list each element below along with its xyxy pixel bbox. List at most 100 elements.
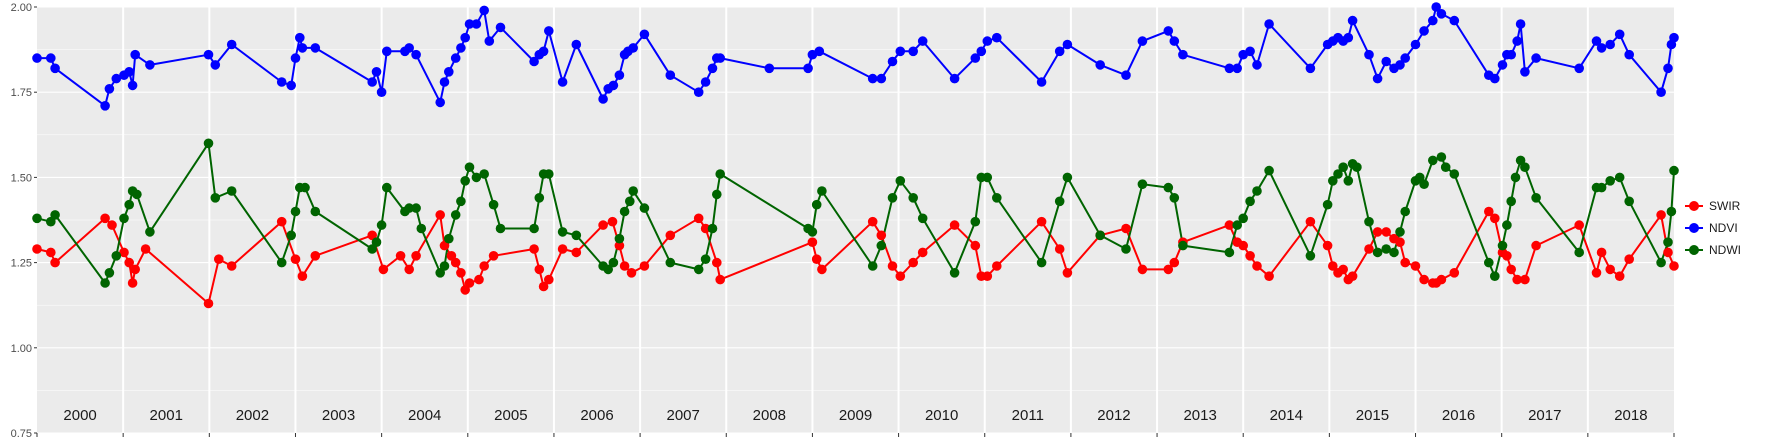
data-point-ndwi [1364, 216, 1374, 227]
data-point-ndvi [100, 101, 110, 111]
data-point-ndvi [1163, 26, 1174, 36]
data-point-ndvi [295, 32, 305, 43]
data-point-swir [1364, 244, 1374, 254]
data-point-ndwi [210, 193, 221, 203]
data-point-ndwi [132, 189, 142, 200]
data-point-ndvi [471, 19, 482, 29]
data-point-swir [411, 251, 421, 261]
legend-label: NDWI [1709, 243, 1741, 257]
data-point-ndvi [970, 53, 981, 63]
data-point-ndwi [376, 220, 387, 230]
data-point-swir [290, 254, 301, 264]
data-point-ndwi [1163, 182, 1174, 193]
data-point-ndvi [411, 49, 421, 60]
data-point-ndwi [1490, 271, 1500, 282]
data-point-swir [557, 244, 568, 254]
data-point-ndwi [1264, 165, 1274, 176]
data-point-ndvi [111, 73, 122, 84]
data-point-ndvi [1036, 77, 1047, 87]
data-point-ndwi [1663, 237, 1673, 247]
data-point-ndwi [488, 199, 499, 210]
data-point-ndwi [1596, 182, 1607, 193]
data-point-ndwi [603, 264, 613, 275]
data-point-swir [203, 298, 214, 309]
data-point-swir [544, 274, 554, 285]
data-point-swir [534, 264, 545, 275]
data-point-ndwi [1169, 193, 1180, 203]
data-point-ndvi [286, 80, 297, 91]
data-point-ndwi [1666, 206, 1677, 217]
data-point-ndvi [1054, 46, 1065, 57]
legend-item-ndvi: NDVI [1685, 221, 1738, 235]
data-point-swir [571, 247, 582, 258]
data-point-swir [1224, 220, 1235, 230]
data-point-ndwi [625, 196, 635, 207]
data-point-swir [395, 251, 406, 261]
x-year-label: 2003 [322, 407, 355, 424]
data-point-ndvi [1490, 73, 1500, 84]
data-point-swir [378, 264, 389, 275]
data-point-swir [693, 213, 704, 224]
data-point-swir [1245, 251, 1255, 261]
data-point-swir [639, 261, 650, 271]
data-point-swir [1614, 271, 1625, 282]
data-point-swir [1264, 271, 1274, 282]
data-point-ndvi [1531, 53, 1541, 63]
data-point-ndvi [1400, 53, 1410, 63]
data-point-ndvi [1372, 73, 1383, 84]
data-point-ndvi [1343, 32, 1354, 43]
data-point-swir [712, 257, 722, 268]
y-tick-label: 1.25 [11, 258, 32, 270]
data-point-ndwi [614, 233, 625, 244]
data-point-ndwi [1338, 162, 1348, 172]
data-point-swir [1624, 254, 1634, 264]
data-point-ndwi [1343, 176, 1354, 186]
data-point-ndvi [803, 63, 813, 74]
data-point-ndvi [46, 53, 56, 63]
data-point-ndvi [693, 87, 704, 97]
data-point-swir [1574, 220, 1584, 230]
data-point-swir [119, 247, 129, 258]
data-point-ndvi [1656, 87, 1666, 97]
legend-item-ndwi: NDWI [1685, 243, 1741, 257]
data-point-ndwi [404, 203, 415, 213]
data-point-ndwi [665, 257, 676, 268]
y-tick-label: 1.00 [11, 343, 32, 355]
data-point-ndvi [124, 67, 134, 77]
data-point-ndwi [1531, 193, 1541, 203]
data-point-ndwi [479, 169, 490, 179]
data-point-ndvi [1169, 36, 1180, 46]
data-point-swir [619, 261, 630, 271]
data-point-ndvi [404, 43, 415, 53]
data-point-swir [1372, 227, 1383, 237]
data-point-ndvi [557, 77, 568, 87]
data-point-swir [817, 264, 827, 275]
data-point-ndvi [1574, 63, 1584, 74]
data-point-ndvi [976, 46, 987, 57]
data-point-swir [917, 247, 928, 258]
data-point-swir [607, 216, 618, 227]
data-point-swir [538, 281, 549, 292]
data-point-ndvi [639, 29, 650, 40]
data-point-ndwi [917, 213, 928, 224]
data-point-swir [1419, 274, 1429, 285]
data-point-ndwi [1510, 172, 1521, 183]
data-point-swir [665, 230, 676, 241]
data-point-ndvi [715, 53, 725, 63]
data-point-ndvi [1419, 26, 1429, 36]
data-point-ndwi [310, 206, 321, 217]
data-point-swir [488, 251, 499, 261]
data-point-ndwi [439, 261, 450, 271]
legend-label: NDVI [1709, 221, 1738, 235]
data-point-ndvi [707, 63, 718, 74]
data-point-ndvi [1431, 2, 1441, 12]
legend-key-point [1689, 201, 1699, 211]
data-point-ndwi [1502, 220, 1512, 230]
data-point-ndvi [1364, 49, 1374, 60]
data-point-ndwi [628, 186, 638, 196]
data-point-ndwi [887, 193, 898, 203]
data-point-swir [1656, 210, 1666, 220]
data-point-swir [887, 261, 898, 271]
data-point-ndwi [895, 176, 906, 186]
data-point-swir [1663, 247, 1673, 258]
